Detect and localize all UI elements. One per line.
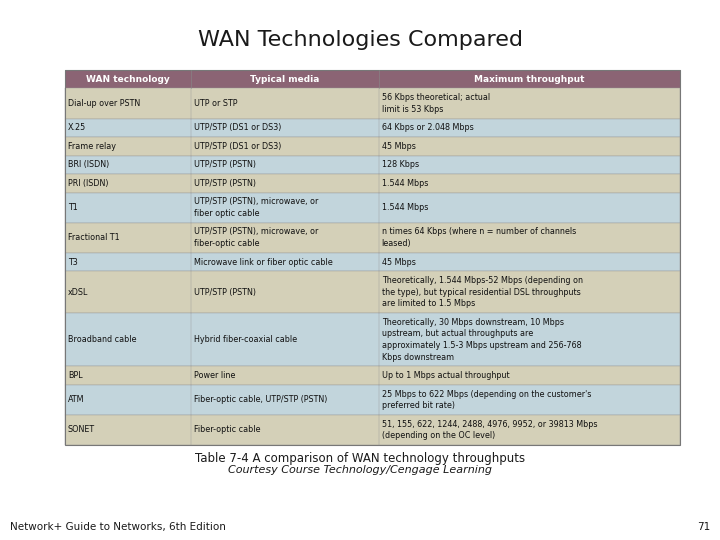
Text: Kbps downstream: Kbps downstream (382, 353, 454, 362)
Bar (65, 222, 680, 253)
Text: Hybrid fiber-coaxial cable: Hybrid fiber-coaxial cable (194, 335, 297, 344)
Text: UTP/STP (PSTN), microwave, or: UTP/STP (PSTN), microwave, or (194, 227, 318, 237)
Text: ATM: ATM (68, 395, 84, 404)
Text: UTP/STP (DS1 or DS3): UTP/STP (DS1 or DS3) (194, 123, 282, 132)
Text: Theoretically, 1.544 Mbps-52 Mbps (depending on: Theoretically, 1.544 Mbps-52 Mbps (depen… (382, 276, 582, 285)
Text: Typical media: Typical media (250, 75, 320, 84)
Bar (65, 137, 680, 156)
Text: BPL: BPL (68, 371, 83, 380)
Text: 71: 71 (697, 522, 710, 532)
Text: 56 Kbps theoretical; actual: 56 Kbps theoretical; actual (382, 93, 490, 102)
Text: fiber-optic cable: fiber-optic cable (194, 239, 260, 248)
Text: Dial-up over PSTN: Dial-up over PSTN (68, 99, 140, 108)
Text: 45 Mbps: 45 Mbps (382, 142, 415, 151)
Text: 128 Kbps: 128 Kbps (382, 160, 419, 170)
Text: BRI (ISDN): BRI (ISDN) (68, 160, 109, 170)
Text: Fractional T1: Fractional T1 (68, 233, 120, 242)
Text: UTP/STP (PSTN): UTP/STP (PSTN) (194, 179, 256, 188)
Bar (65, 70, 680, 89)
Text: Maximum throughput: Maximum throughput (474, 75, 585, 84)
Bar (65, 70, 680, 445)
Text: approximately 1.5-3 Mbps upstream and 256-768: approximately 1.5-3 Mbps upstream and 25… (382, 341, 581, 350)
Text: UTP/STP (DS1 or DS3): UTP/STP (DS1 or DS3) (194, 142, 282, 151)
Text: Power line: Power line (194, 371, 235, 380)
Text: Fiber-optic cable, UTP/STP (PSTN): Fiber-optic cable, UTP/STP (PSTN) (194, 395, 328, 404)
Bar (65, 253, 680, 271)
Text: UTP/STP (PSTN): UTP/STP (PSTN) (194, 160, 256, 170)
Bar (65, 271, 680, 313)
Text: fiber optic cable: fiber optic cable (194, 209, 260, 218)
Text: Network+ Guide to Networks, 6th Edition: Network+ Guide to Networks, 6th Edition (10, 522, 226, 532)
Text: T1: T1 (68, 203, 78, 212)
Text: Frame relay: Frame relay (68, 142, 116, 151)
Text: Fiber-optic cable: Fiber-optic cable (194, 426, 261, 435)
Text: 1.544 Mbps: 1.544 Mbps (382, 179, 428, 188)
Text: preferred bit rate): preferred bit rate) (382, 401, 454, 410)
Text: UTP or STP: UTP or STP (194, 99, 238, 108)
Text: 64 Kbps or 2.048 Mbps: 64 Kbps or 2.048 Mbps (382, 123, 474, 132)
Text: Table 7-4 A comparison of WAN technology throughputs: Table 7-4 A comparison of WAN technology… (195, 452, 525, 465)
Text: 51, 155, 622, 1244, 2488, 4976, 9952, or 39813 Mbps: 51, 155, 622, 1244, 2488, 4976, 9952, or… (382, 420, 597, 429)
Text: 1.544 Mbps: 1.544 Mbps (382, 203, 428, 212)
Text: SONET: SONET (68, 426, 95, 435)
Bar (65, 385, 680, 415)
Bar (65, 313, 680, 366)
Text: leased): leased) (382, 239, 411, 248)
Text: Up to 1 Mbps actual throughput: Up to 1 Mbps actual throughput (382, 371, 509, 380)
Text: X.25: X.25 (68, 123, 86, 132)
Bar (65, 119, 680, 137)
Text: T3: T3 (68, 258, 78, 267)
Text: WAN Technologies Compared: WAN Technologies Compared (197, 30, 523, 50)
Text: Microwave link or fiber optic cable: Microwave link or fiber optic cable (194, 258, 333, 267)
Bar (65, 193, 680, 222)
Text: (depending on the OC level): (depending on the OC level) (382, 431, 495, 440)
Text: the type), but typical residential DSL throughputs: the type), but typical residential DSL t… (382, 288, 580, 296)
Text: limit is 53 Kbps: limit is 53 Kbps (382, 105, 443, 114)
Text: Courtesy Course Technology/Cengage Learning: Courtesy Course Technology/Cengage Learn… (228, 465, 492, 475)
Text: are limited to 1.5 Mbps: are limited to 1.5 Mbps (382, 299, 475, 308)
Text: PRI (ISDN): PRI (ISDN) (68, 179, 109, 188)
Bar (65, 415, 680, 445)
Bar (65, 156, 680, 174)
Text: upstream, but actual throughputs are: upstream, but actual throughputs are (382, 329, 533, 339)
Text: 25 Mbps to 622 Mbps (depending on the customer's: 25 Mbps to 622 Mbps (depending on the cu… (382, 389, 591, 399)
Text: 45 Mbps: 45 Mbps (382, 258, 415, 267)
Text: n times 64 Kbps (where n = number of channels: n times 64 Kbps (where n = number of cha… (382, 227, 576, 237)
Bar (65, 89, 680, 119)
Text: WAN technology: WAN technology (86, 75, 170, 84)
Text: UTP/STP (PSTN), microwave, or: UTP/STP (PSTN), microwave, or (194, 197, 318, 206)
Bar (65, 174, 680, 193)
Text: UTP/STP (PSTN): UTP/STP (PSTN) (194, 288, 256, 296)
Bar (65, 366, 680, 385)
Text: Broadband cable: Broadband cable (68, 335, 137, 344)
Text: Theoretically, 30 Mbps downstream, 10 Mbps: Theoretically, 30 Mbps downstream, 10 Mb… (382, 318, 564, 327)
Text: xDSL: xDSL (68, 288, 89, 296)
